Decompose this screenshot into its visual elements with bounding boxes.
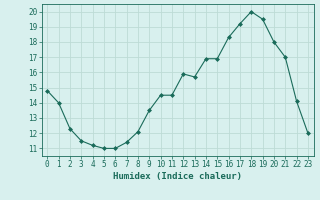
X-axis label: Humidex (Indice chaleur): Humidex (Indice chaleur) [113,172,242,181]
